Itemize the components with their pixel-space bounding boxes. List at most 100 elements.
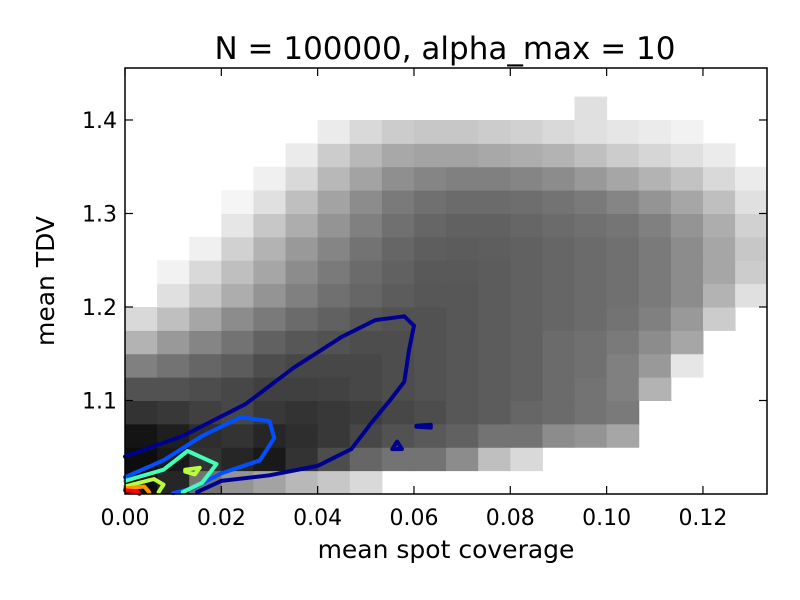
- heatmap-cell: [574, 119, 608, 144]
- heatmap-cell: [221, 306, 254, 331]
- heatmap-cell: [221, 260, 254, 285]
- heatmap-cell: [349, 260, 383, 285]
- heatmap-cell: [446, 377, 479, 401]
- heatmap-cell: [349, 330, 383, 355]
- contour-line-level-2: [123, 415, 277, 496]
- heatmap-cell: [317, 423, 351, 448]
- heatmap-cell: [413, 283, 447, 308]
- heatmap-cell: [349, 119, 383, 144]
- heatmap-cell: [478, 283, 511, 308]
- heatmap-cell: [574, 283, 608, 308]
- heatmap-cell: [221, 377, 254, 401]
- heatmap-cell: [125, 423, 158, 448]
- heatmap-cell: [735, 283, 768, 308]
- heatmap-cell: [638, 260, 672, 285]
- heatmap-cell: [638, 330, 672, 355]
- heatmap-cell: [381, 143, 415, 168]
- heatmap-cell: [349, 166, 383, 191]
- heatmap-cell: [253, 353, 287, 378]
- heatmap-cell: [317, 377, 351, 401]
- heatmap-cell: [478, 190, 511, 214]
- heatmap-cell: [125, 330, 158, 355]
- heatmap-cell: [574, 260, 608, 285]
- heatmap-cell: [510, 166, 543, 191]
- heatmap-cell: [221, 353, 254, 378]
- heatmap-cell: [349, 190, 383, 214]
- heatmap-cell: [381, 330, 415, 355]
- heatmap-cell: [285, 166, 319, 191]
- heatmap-cell: [574, 96, 608, 121]
- heatmap-cell: [510, 283, 543, 308]
- contour-line-level-4: [123, 477, 166, 495]
- heatmap-cell: [317, 260, 351, 285]
- x-tick-label: 0.06: [389, 506, 438, 531]
- heatmap-cell: [317, 213, 351, 238]
- heatmap-cell: [510, 423, 543, 448]
- heatmap-cell: [542, 400, 576, 425]
- heatmap-cell: [542, 353, 576, 378]
- heatmap-cell: [446, 213, 479, 238]
- heatmap-cell: [670, 119, 704, 144]
- heatmap-cell: [221, 283, 254, 308]
- heatmap-cell: [189, 353, 222, 378]
- heatmap-cell: [510, 377, 543, 401]
- contour-line-level-1: [390, 439, 404, 452]
- heatmap-cell: [349, 447, 383, 472]
- x-tick-label: 0.04: [293, 506, 342, 531]
- heatmap-cell: [381, 423, 415, 448]
- heatmap-cell: [510, 447, 543, 472]
- heatmap-cell: [606, 400, 640, 425]
- heatmap-cell: [285, 143, 319, 168]
- heatmap-cell: [221, 330, 254, 355]
- heatmap-cell: [702, 213, 736, 238]
- heatmap-cell: [413, 330, 447, 355]
- y-tick-label: 1.3: [82, 202, 117, 227]
- heatmap-cell: [638, 119, 672, 144]
- heatmap-cell: [638, 143, 672, 168]
- heatmap-cell: [157, 353, 190, 378]
- heatmap-cell: [510, 400, 543, 425]
- heatmap-cell: [574, 330, 608, 355]
- heatmap-cell: [735, 213, 768, 238]
- contour-line-level-1: [123, 314, 416, 495]
- heatmap-cell: [221, 470, 254, 495]
- heatmap-cell: [702, 143, 736, 168]
- heatmap-cell: [285, 190, 319, 214]
- heatmap-cell: [413, 377, 447, 401]
- heatmap-cell: [702, 283, 736, 308]
- heatmap-cell: [510, 353, 543, 378]
- heatmap-cell: [317, 400, 351, 425]
- heatmap-cell: [638, 306, 672, 331]
- heatmap-cell: [702, 166, 736, 191]
- heatmap-cell: [125, 306, 158, 331]
- heatmap-cell: [735, 190, 768, 214]
- heatmap-cell: [702, 260, 736, 285]
- heatmap-cell: [349, 213, 383, 238]
- heatmap-cell: [735, 236, 768, 261]
- heatmap-cell: [478, 306, 511, 331]
- heatmap-cell: [638, 166, 672, 191]
- heatmap-cell: [574, 190, 608, 214]
- heatmap-cell: [478, 213, 511, 238]
- heatmap-cell: [670, 143, 704, 168]
- heatmap-cell: [606, 166, 640, 191]
- heatmap-cell: [413, 306, 447, 331]
- heatmap-cell: [285, 283, 319, 308]
- heatmap-cell: [542, 260, 576, 285]
- heatmap-cell: [157, 330, 190, 355]
- heatmap-cell: [446, 260, 479, 285]
- heatmap-cell: [478, 236, 511, 261]
- heatmap-cell: [446, 119, 479, 144]
- heatmap-cell: [381, 119, 415, 144]
- chart-title: N = 100000, alpha_max = 10: [214, 31, 675, 67]
- heatmap-cell: [670, 283, 704, 308]
- heatmap-cell: [125, 400, 158, 425]
- heatmap-cell: [381, 166, 415, 191]
- heatmap-cell: [381, 260, 415, 285]
- heatmap-cell: [317, 143, 351, 168]
- x-tick-label: 0.00: [101, 506, 150, 531]
- heatmap-cell: [221, 213, 254, 238]
- heatmap-cell: [542, 377, 576, 401]
- y-tick-label: 1.4: [82, 109, 117, 134]
- heatmap-cell: [478, 377, 511, 401]
